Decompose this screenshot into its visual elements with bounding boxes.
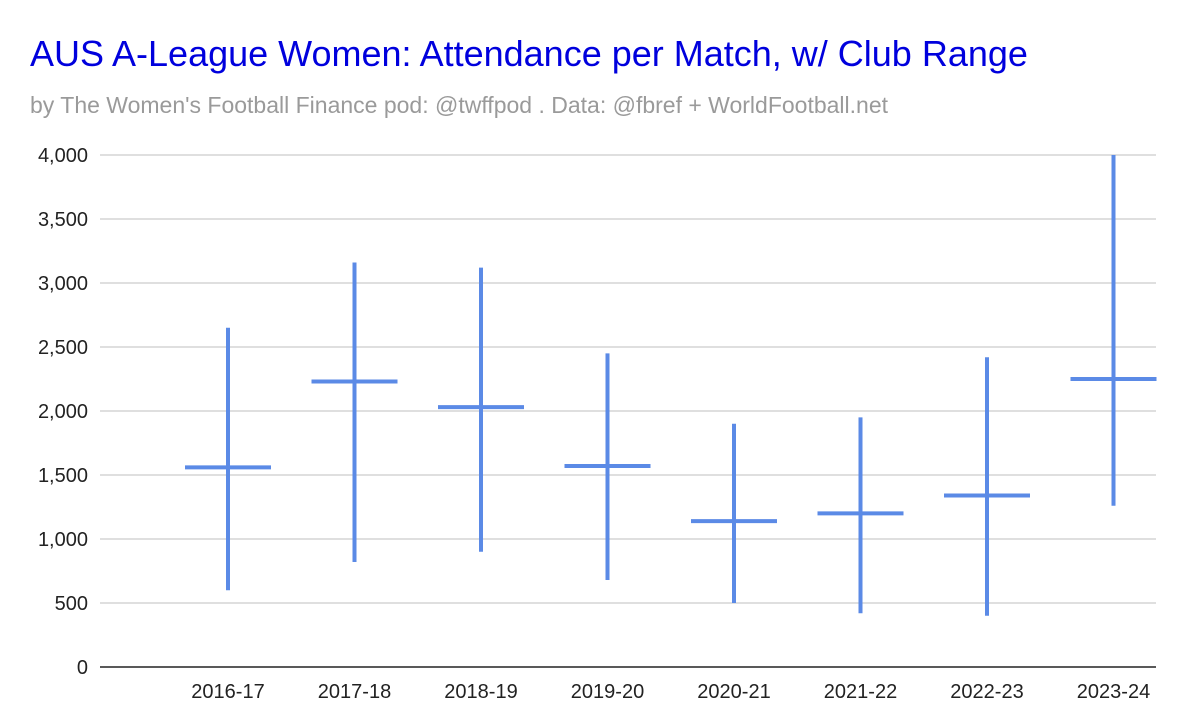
y-tick-label: 0 xyxy=(77,657,88,679)
y-tick-label: 1,000 xyxy=(38,529,88,551)
y-tick-label: 3,000 xyxy=(38,273,88,295)
x-tick-label: 2022-23 xyxy=(950,681,1023,703)
x-tick-label: 2018-19 xyxy=(444,681,517,703)
x-tick-label: 2023-24 xyxy=(1077,681,1150,703)
x-tick-label: 2016-17 xyxy=(191,681,264,703)
x-tick-label: 2020-21 xyxy=(697,681,770,703)
y-tick-label: 1,500 xyxy=(38,465,88,487)
y-tick-label: 500 xyxy=(55,593,88,615)
y-tick-label: 3,500 xyxy=(38,209,88,231)
chart-title: AUS A-League Women: Attendance per Match… xyxy=(30,33,1028,74)
x-tick-label: 2019-20 xyxy=(571,681,644,703)
y-tick-label: 2,000 xyxy=(38,401,88,423)
y-tick-label: 2,500 xyxy=(38,337,88,359)
chart-subtitle: by The Women's Football Finance pod: @tw… xyxy=(30,92,889,118)
x-tick-label: 2017-18 xyxy=(318,681,391,703)
y-tick-label: 4,000 xyxy=(38,145,88,167)
x-tick-label: 2021-22 xyxy=(824,681,897,703)
